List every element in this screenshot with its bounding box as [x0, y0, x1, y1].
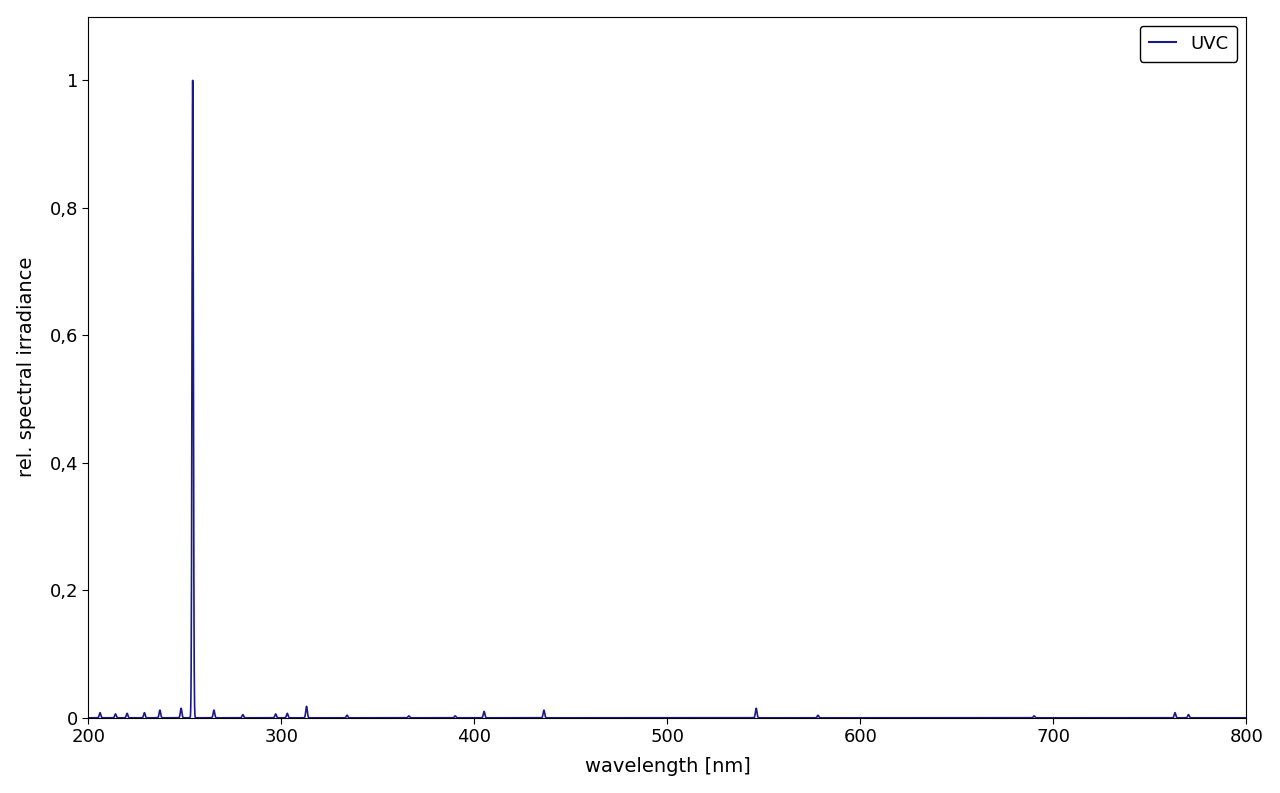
Y-axis label: rel. spectral irradiance: rel. spectral irradiance — [17, 257, 36, 477]
Legend: UVC: UVC — [1139, 25, 1238, 62]
X-axis label: wavelength [nm]: wavelength [nm] — [585, 757, 750, 776]
